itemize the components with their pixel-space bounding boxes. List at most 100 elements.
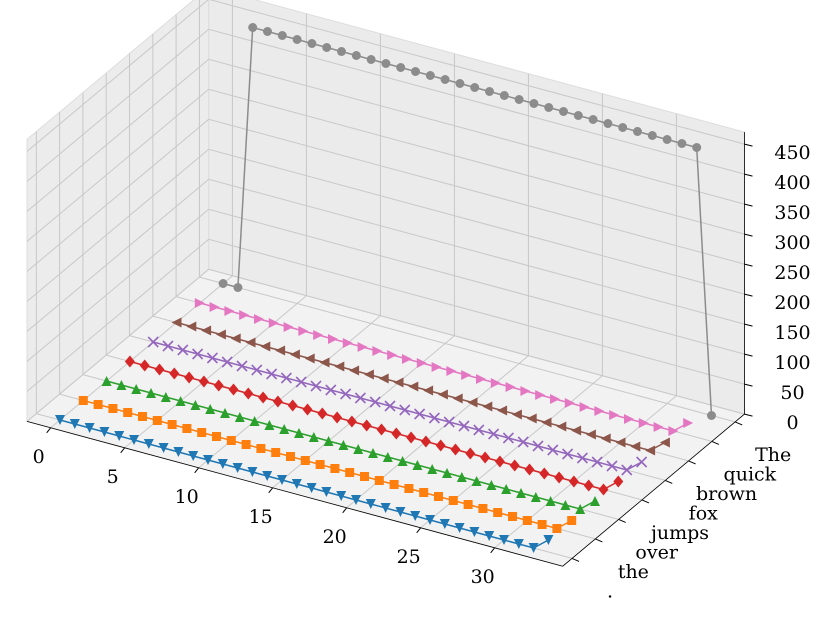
marker — [292, 35, 302, 44]
marker — [55, 415, 65, 425]
marker — [349, 365, 360, 376]
grid-line — [208, 28, 745, 175]
marker — [530, 492, 541, 502]
marker — [526, 413, 537, 424]
marker — [427, 464, 438, 474]
marker — [313, 330, 324, 340]
marker — [454, 523, 465, 533]
marker — [154, 363, 165, 376]
marker — [357, 342, 368, 352]
marker — [277, 475, 287, 485]
marker — [404, 484, 414, 493]
marker — [560, 500, 571, 510]
marker — [606, 460, 618, 472]
marker — [452, 393, 463, 404]
y-tick — [665, 479, 673, 484]
marker — [114, 431, 125, 441]
marker — [209, 302, 220, 312]
marker — [594, 406, 605, 416]
marker — [304, 353, 315, 364]
marker — [502, 432, 514, 444]
marker — [461, 370, 472, 380]
marker — [609, 410, 620, 420]
z-tick — [744, 203, 753, 207]
marker — [387, 350, 398, 360]
marker — [322, 43, 332, 52]
marker — [171, 317, 182, 328]
z-tick — [744, 383, 753, 387]
marker — [659, 437, 670, 448]
y-tick-label: the — [618, 561, 649, 583]
marker — [378, 373, 389, 384]
marker — [245, 337, 256, 348]
marker — [380, 503, 391, 513]
y-tick-label: The — [755, 444, 791, 466]
marker — [465, 447, 476, 460]
marker — [169, 367, 180, 380]
marker — [188, 451, 199, 461]
marker — [201, 325, 212, 336]
marker — [78, 396, 88, 405]
marker — [662, 135, 672, 144]
marker — [397, 456, 408, 466]
marker — [482, 401, 493, 412]
marker — [414, 408, 426, 420]
marker — [490, 378, 501, 388]
series-line — [199, 302, 689, 432]
marker — [264, 420, 275, 430]
marker — [283, 322, 294, 332]
marker — [345, 468, 355, 477]
marker — [182, 424, 192, 433]
marker — [469, 527, 480, 537]
marker — [275, 345, 286, 356]
grid-line — [26, 208, 210, 362]
marker — [564, 398, 575, 408]
x-tick-label: 10 — [175, 486, 199, 508]
x-tick-label: 25 — [397, 546, 421, 568]
marker — [618, 123, 628, 132]
z-tick-label: 100 — [774, 352, 810, 374]
marker — [508, 512, 517, 521]
marker — [262, 471, 273, 481]
marker — [251, 364, 263, 376]
marker — [486, 480, 497, 490]
marker — [93, 400, 103, 409]
marker — [647, 131, 657, 140]
marker — [411, 67, 420, 76]
marker — [186, 321, 197, 332]
marker — [396, 63, 406, 72]
marker — [336, 491, 347, 501]
marker — [233, 283, 243, 292]
marker — [513, 539, 524, 549]
marker — [425, 515, 435, 525]
marker — [376, 423, 387, 436]
marker — [308, 432, 319, 442]
marker — [568, 475, 579, 488]
marker — [476, 374, 486, 384]
axis-line — [562, 413, 745, 567]
marker — [129, 435, 139, 445]
marker — [493, 508, 503, 517]
marker — [499, 535, 509, 545]
marker — [514, 95, 524, 104]
y-tick — [711, 440, 720, 445]
z-tick — [744, 413, 753, 417]
marker — [354, 392, 366, 404]
marker — [243, 387, 254, 400]
marker — [638, 418, 649, 428]
series-line — [129, 360, 619, 491]
marker — [406, 431, 417, 444]
marker — [334, 361, 345, 372]
marker — [480, 451, 491, 464]
grid-line — [26, 238, 210, 392]
z-tick-label: 150 — [774, 322, 810, 344]
marker — [361, 419, 372, 432]
marker — [591, 456, 603, 468]
marker — [239, 310, 250, 320]
grid-line — [26, 118, 210, 272]
marker — [381, 59, 391, 68]
marker — [434, 492, 443, 501]
marker — [337, 47, 346, 56]
y-tick — [641, 499, 650, 504]
marker — [307, 39, 317, 48]
